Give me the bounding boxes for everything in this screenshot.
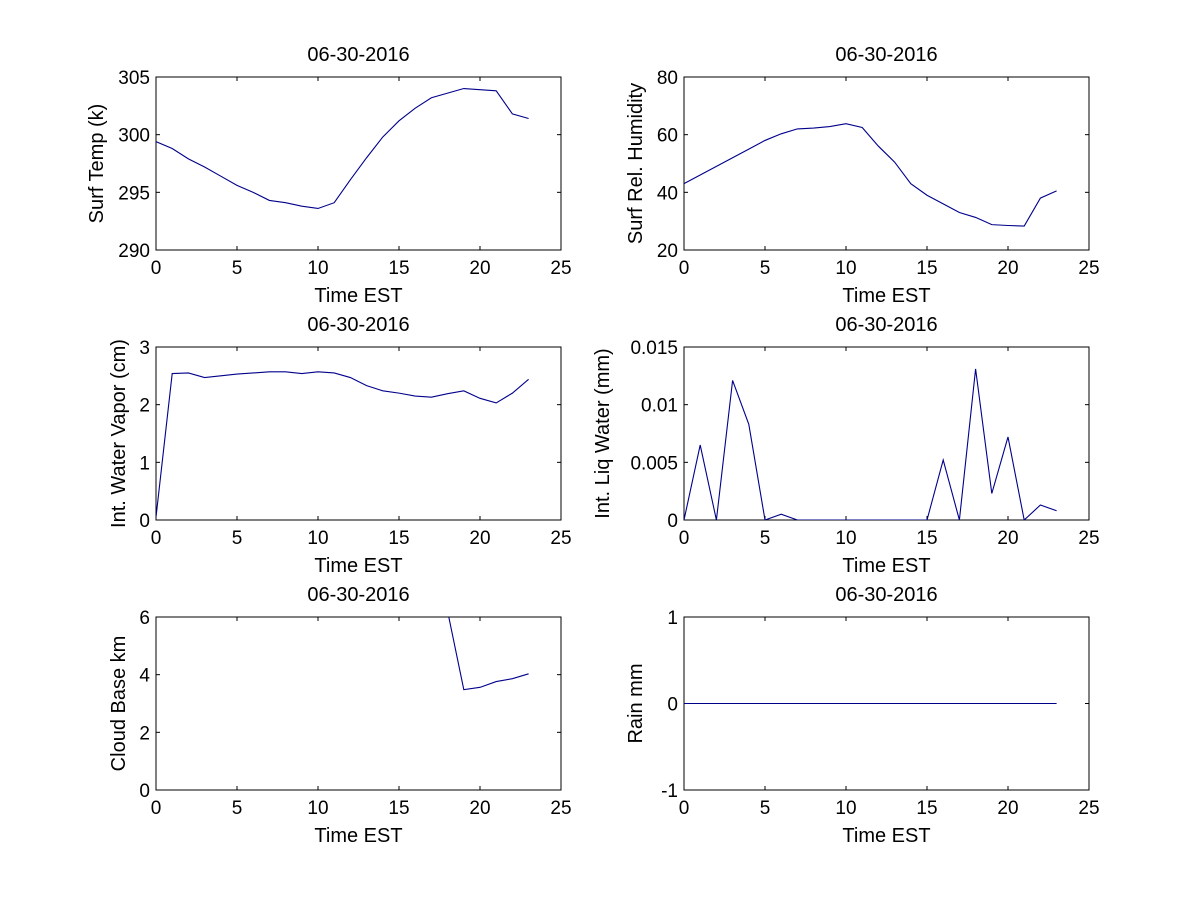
y-tick-label: 0 bbox=[667, 511, 678, 532]
x-tick-label: 0 bbox=[679, 258, 690, 279]
x-tick-label: 15 bbox=[916, 798, 937, 819]
x-tick-label: 20 bbox=[469, 258, 490, 279]
plot-title: 06-30-2016 bbox=[835, 314, 937, 336]
x-tick-label: 0 bbox=[151, 798, 162, 819]
x-tick-label: 0 bbox=[679, 798, 690, 819]
axes-box bbox=[155, 616, 562, 791]
x-axis-label: Time EST bbox=[314, 285, 402, 307]
x-tick-label: 25 bbox=[1078, 528, 1099, 549]
x-tick-label: 20 bbox=[997, 528, 1018, 549]
x-tick-label: 25 bbox=[550, 528, 571, 549]
y-axis-label: Surf Temp (k) bbox=[86, 104, 108, 224]
x-tick-label: 25 bbox=[1078, 798, 1099, 819]
y-axis-label: Int. Liq Water (mm) bbox=[592, 348, 614, 518]
y-tick-label: 1 bbox=[667, 608, 678, 629]
x-tick-label: 5 bbox=[760, 258, 771, 279]
series-line bbox=[156, 371, 529, 518]
series-line bbox=[448, 617, 529, 691]
x-tick-label: 5 bbox=[760, 798, 771, 819]
y-axis-label: Cloud Base km bbox=[108, 636, 130, 772]
y-tick-label: 300 bbox=[118, 126, 150, 147]
x-tick-label: 5 bbox=[232, 528, 243, 549]
x-tick-label: 5 bbox=[232, 258, 243, 279]
x-tick-label: 0 bbox=[151, 528, 162, 549]
plot-title: 06-30-2016 bbox=[307, 314, 409, 336]
y-tick-label: 290 bbox=[118, 241, 150, 262]
y-tick-label: 2 bbox=[139, 396, 150, 417]
x-tick-label: 20 bbox=[469, 798, 490, 819]
y-tick-label: 0.005 bbox=[630, 453, 678, 474]
y-tick-label: 0 bbox=[139, 511, 150, 532]
plot-title: 06-30-2016 bbox=[835, 44, 937, 66]
x-tick-label: 15 bbox=[388, 528, 409, 549]
y-tick-label: 2 bbox=[139, 723, 150, 744]
y-tick-label: 0.01 bbox=[641, 396, 678, 417]
y-tick-label: -1 bbox=[661, 781, 678, 802]
x-tick-label: 15 bbox=[916, 258, 937, 279]
plot-title: 06-30-2016 bbox=[307, 584, 409, 606]
x-axis-label: Time EST bbox=[842, 825, 930, 847]
y-tick-label: 6 bbox=[139, 608, 150, 629]
x-tick-label: 15 bbox=[388, 798, 409, 819]
y-tick-label: 0.015 bbox=[630, 338, 678, 359]
subplot-5: 0 5 10 15 20 25 0 2 4 6 06-30-2016 Time EST Cloud Ba… bbox=[108, 584, 572, 847]
x-tick-label: 10 bbox=[835, 798, 856, 819]
x-tick-label: 15 bbox=[916, 528, 937, 549]
x-tick-label: 10 bbox=[835, 528, 856, 549]
subplot-4: 0 5 10 15 20 25 0 0.005 0.01 0.015 06-30-2016 Time … bbox=[592, 314, 1100, 577]
y-tick-label: 4 bbox=[139, 666, 150, 687]
x-axis-label: Time EST bbox=[842, 285, 930, 307]
subplot-3: 0 5 10 15 20 25 0 1 2 3 06-30-2016 Time EST Int. Wat… bbox=[108, 314, 572, 577]
x-tick-label: 5 bbox=[760, 528, 771, 549]
x-tick-label: 15 bbox=[388, 258, 409, 279]
x-tick-label: 20 bbox=[997, 798, 1018, 819]
x-tick-label: 10 bbox=[835, 258, 856, 279]
x-tick-label: 20 bbox=[469, 528, 490, 549]
x-axis-label: Time EST bbox=[314, 555, 402, 577]
series-line bbox=[684, 368, 1057, 520]
x-tick-label: 10 bbox=[307, 528, 328, 549]
x-tick-label: 25 bbox=[550, 798, 571, 819]
y-tick-label: 80 bbox=[657, 68, 678, 89]
y-tick-label: 305 bbox=[118, 68, 150, 89]
x-tick-label: 10 bbox=[307, 798, 328, 819]
y-tick-label: 0 bbox=[139, 781, 150, 802]
x-tick-label: 20 bbox=[997, 258, 1018, 279]
y-tick-label: 60 bbox=[657, 126, 678, 147]
x-tick-label: 0 bbox=[151, 258, 162, 279]
axes-box bbox=[683, 346, 1090, 521]
y-tick-label: 295 bbox=[118, 183, 150, 204]
subplot-2: 0 5 10 15 20 25 20 40 60 80 06-30-2016 Time EST Surf… bbox=[625, 44, 1100, 307]
plot-title: 06-30-2016 bbox=[835, 584, 937, 606]
y-tick-label: 1 bbox=[139, 453, 150, 474]
x-tick-label: 25 bbox=[550, 258, 571, 279]
y-tick-label: 0 bbox=[667, 695, 678, 716]
x-axis-label: Time EST bbox=[842, 555, 930, 577]
series-line bbox=[156, 87, 529, 210]
y-axis-label: Surf Rel. Humidity bbox=[625, 83, 647, 244]
axes-box bbox=[155, 76, 562, 251]
axes-box bbox=[683, 76, 1090, 251]
y-tick-label: 3 bbox=[139, 338, 150, 359]
x-tick-label: 0 bbox=[679, 528, 690, 549]
x-axis-label: Time EST bbox=[314, 825, 402, 847]
series-line bbox=[684, 123, 1057, 227]
y-axis-label: Rain mm bbox=[625, 663, 647, 743]
y-axis-label: Int. Water Vapor (cm) bbox=[108, 339, 130, 528]
plot-title: 06-30-2016 bbox=[307, 44, 409, 66]
y-tick-label: 40 bbox=[657, 183, 678, 204]
y-tick-label: 20 bbox=[657, 241, 678, 262]
x-tick-label: 10 bbox=[307, 258, 328, 279]
subplot-1: 0 5 10 15 20 25 290 295 300 305 06-30-2016 Time EST… bbox=[86, 44, 572, 307]
x-tick-label: 25 bbox=[1078, 258, 1099, 279]
axes-box bbox=[155, 346, 562, 521]
x-tick-label: 5 bbox=[232, 798, 243, 819]
